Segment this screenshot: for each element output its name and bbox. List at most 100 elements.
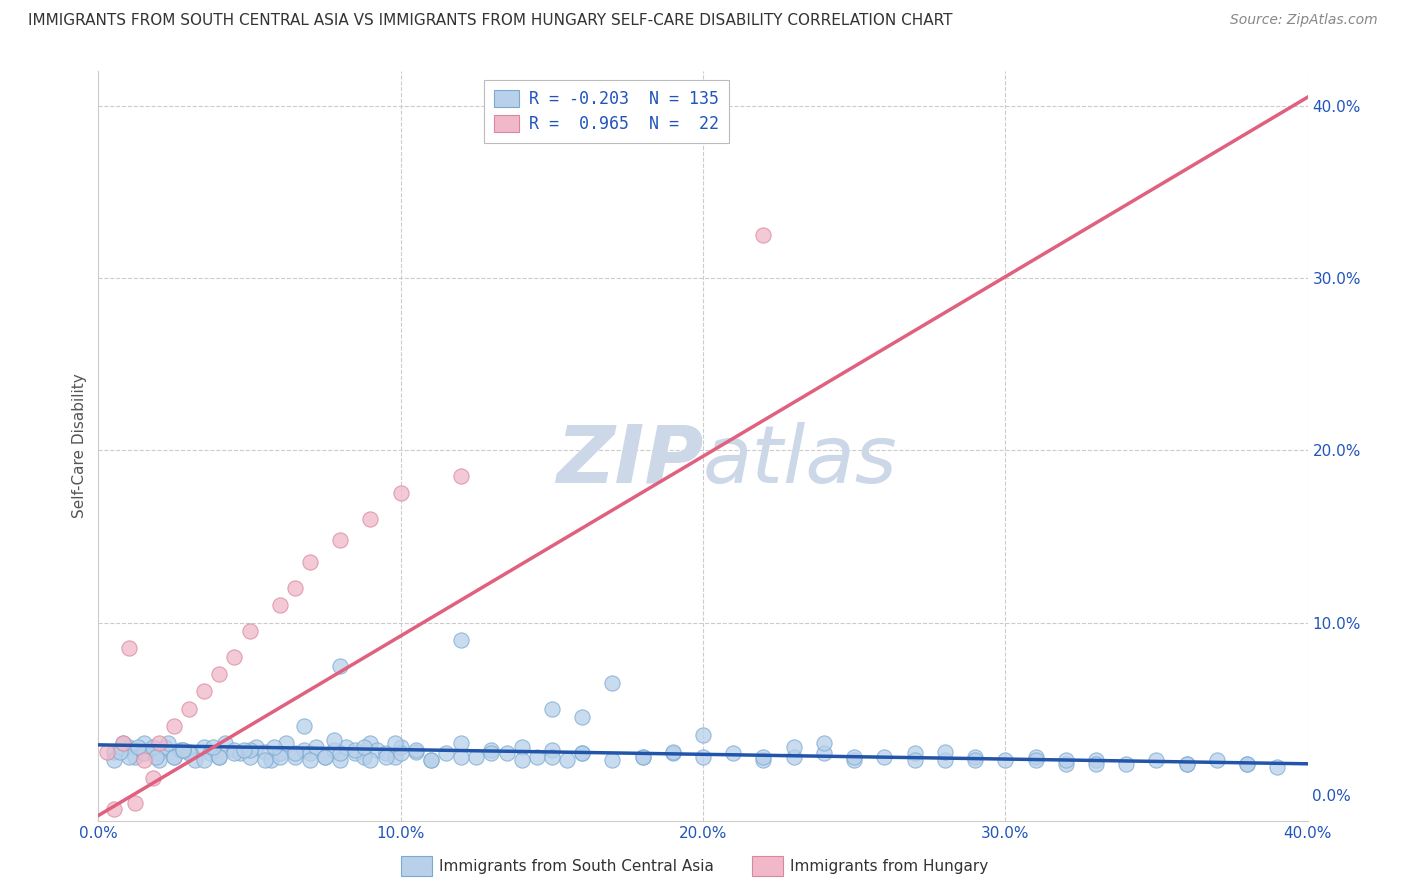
- Text: ZIP: ZIP: [555, 422, 703, 500]
- Point: [179, 747, 201, 761]
- Point: [108, 745, 131, 759]
- Point: [239, 624, 262, 639]
- Point: [844, 753, 866, 767]
- Point: [389, 739, 412, 754]
- Point: [813, 747, 835, 761]
- Point: [179, 701, 201, 715]
- Point: [389, 486, 412, 500]
- Point: [169, 743, 191, 757]
- Point: [193, 753, 215, 767]
- Point: [142, 743, 165, 757]
- Point: [481, 743, 503, 757]
- Point: [142, 739, 165, 754]
- Point: [329, 533, 352, 547]
- Point: [269, 747, 291, 761]
- Point: [965, 753, 987, 767]
- Point: [450, 632, 472, 647]
- Point: [148, 747, 170, 761]
- Point: [420, 753, 443, 767]
- Point: [405, 743, 427, 757]
- Point: [202, 739, 225, 754]
- Point: [148, 736, 170, 750]
- Point: [253, 753, 276, 767]
- Point: [752, 227, 775, 242]
- Point: [1236, 756, 1258, 771]
- Point: [132, 747, 155, 761]
- Point: [374, 747, 396, 761]
- Point: [118, 641, 141, 656]
- Point: [965, 750, 987, 764]
- Point: [263, 739, 285, 754]
- Point: [510, 753, 533, 767]
- Point: [269, 750, 291, 764]
- Y-axis label: Self-Care Disability: Self-Care Disability: [72, 374, 87, 518]
- Point: [1024, 750, 1046, 764]
- Point: [124, 750, 146, 764]
- Point: [344, 747, 367, 761]
- Point: [284, 581, 307, 595]
- Point: [481, 747, 503, 761]
- Point: [260, 753, 283, 767]
- Point: [299, 555, 322, 569]
- Point: [239, 743, 262, 757]
- Point: [335, 739, 357, 754]
- Point: [631, 750, 654, 764]
- Point: [208, 750, 231, 764]
- Point: [232, 743, 254, 757]
- Point: [163, 750, 186, 764]
- Legend: R = -0.203  N = 135, R =  0.965  N =  22: R = -0.203 N = 135, R = 0.965 N = 22: [484, 79, 728, 143]
- Text: Source: ZipAtlas.com: Source: ZipAtlas.com: [1230, 13, 1378, 28]
- Point: [172, 743, 194, 757]
- Point: [111, 736, 134, 750]
- Point: [360, 512, 382, 526]
- Point: [844, 750, 866, 764]
- Point: [142, 771, 165, 785]
- Point: [661, 745, 683, 759]
- Point: [510, 739, 533, 754]
- Point: [420, 753, 443, 767]
- Point: [1054, 753, 1077, 767]
- Text: Immigrants from Hungary: Immigrants from Hungary: [790, 859, 988, 873]
- Point: [132, 753, 155, 767]
- Point: [156, 736, 179, 750]
- Point: [214, 736, 236, 750]
- Point: [353, 750, 375, 764]
- Point: [299, 747, 322, 761]
- Point: [323, 732, 346, 747]
- Point: [284, 750, 307, 764]
- Point: [1236, 756, 1258, 771]
- Point: [555, 753, 578, 767]
- Point: [344, 743, 367, 757]
- Point: [103, 745, 125, 759]
- Point: [269, 599, 291, 613]
- Point: [111, 736, 134, 750]
- Point: [934, 753, 956, 767]
- Point: [253, 745, 276, 759]
- Point: [1024, 753, 1046, 767]
- Point: [723, 747, 745, 761]
- Point: [193, 684, 215, 698]
- Point: [284, 747, 307, 761]
- Point: [360, 753, 382, 767]
- Point: [450, 469, 472, 483]
- Point: [239, 750, 262, 764]
- Point: [184, 753, 207, 767]
- Point: [179, 745, 201, 759]
- Point: [1085, 753, 1108, 767]
- Point: [148, 753, 170, 767]
- Point: [145, 750, 167, 764]
- Point: [224, 650, 246, 665]
- Point: [692, 750, 714, 764]
- Point: [103, 801, 125, 815]
- Point: [163, 719, 186, 733]
- Point: [224, 747, 246, 761]
- Point: [1267, 760, 1289, 774]
- Text: Immigrants from South Central Asia: Immigrants from South Central Asia: [439, 859, 714, 873]
- Point: [208, 667, 231, 681]
- Point: [1054, 756, 1077, 771]
- Point: [245, 739, 267, 754]
- Text: atlas: atlas: [703, 422, 898, 500]
- Point: [124, 797, 146, 811]
- Point: [904, 747, 927, 761]
- Point: [571, 710, 593, 724]
